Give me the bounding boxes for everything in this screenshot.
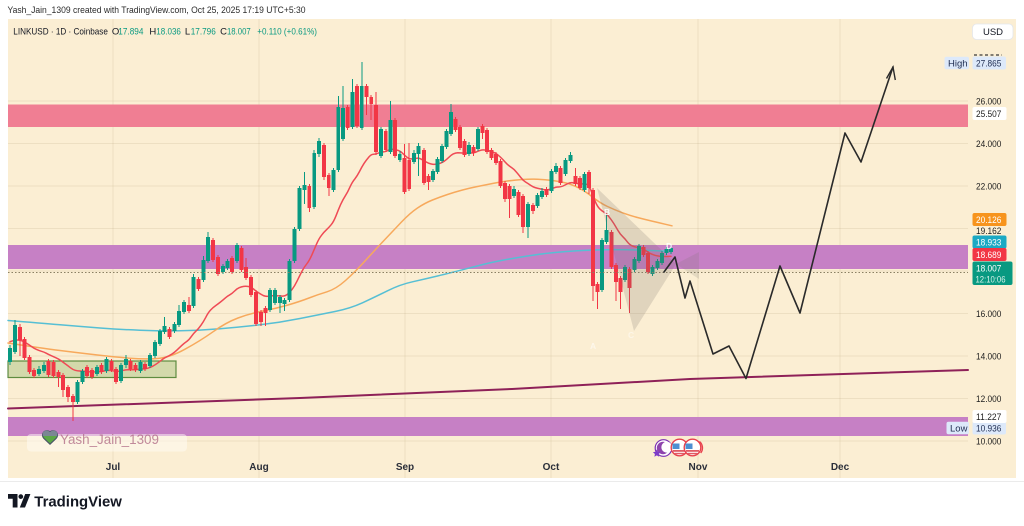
svg-text:Low: Low bbox=[950, 424, 968, 435]
svg-text:16.000: 16.000 bbox=[976, 309, 1001, 320]
svg-text:11.227: 11.227 bbox=[976, 412, 1001, 423]
svg-text:LINKUSD · 1D · Coinbase: LINKUSD · 1D · Coinbase bbox=[13, 27, 108, 38]
svg-text:Aug: Aug bbox=[249, 462, 268, 473]
svg-text:18.933: 18.933 bbox=[976, 238, 1001, 249]
svg-text:Nov: Nov bbox=[689, 462, 708, 473]
svg-text:27.865: 27.865 bbox=[976, 59, 1001, 70]
svg-text:14.000: 14.000 bbox=[976, 352, 1001, 363]
svg-text:H: H bbox=[149, 27, 156, 38]
svg-text:O: O bbox=[112, 27, 119, 38]
svg-text:USD: USD bbox=[983, 27, 1003, 38]
svg-text:+0.110 (+0.61%): +0.110 (+0.61%) bbox=[257, 27, 317, 38]
svg-text:Dec: Dec bbox=[831, 462, 850, 473]
svg-text:12.000: 12.000 bbox=[976, 394, 1001, 405]
svg-text:18.689: 18.689 bbox=[976, 250, 1001, 261]
svg-text:17.796: 17.796 bbox=[191, 27, 216, 38]
svg-text:L: L bbox=[185, 27, 190, 38]
svg-text:Oct: Oct bbox=[543, 462, 560, 473]
svg-text:C: C bbox=[628, 330, 634, 340]
svg-text:17.894: 17.894 bbox=[118, 27, 143, 38]
svg-text:24.000: 24.000 bbox=[976, 139, 1001, 150]
svg-text:A: A bbox=[590, 341, 596, 351]
svg-text:22.000: 22.000 bbox=[976, 182, 1001, 193]
svg-text:D: D bbox=[666, 241, 672, 251]
svg-text:18.007: 18.007 bbox=[976, 264, 1001, 275]
svg-text:C: C bbox=[220, 27, 227, 38]
svg-text:B: B bbox=[604, 207, 610, 217]
svg-text:High: High bbox=[948, 59, 968, 70]
svg-text:12:10:06: 12:10:06 bbox=[976, 275, 1006, 285]
svg-text:10.936: 10.936 bbox=[976, 424, 1001, 435]
svg-text:18.007: 18.007 bbox=[227, 27, 251, 38]
svg-text:20.126: 20.126 bbox=[976, 215, 1001, 226]
svg-text:10.000: 10.000 bbox=[976, 437, 1001, 448]
svg-text:Jul: Jul bbox=[106, 462, 121, 473]
svg-text:Yash_Jain_1309 created with Tr: Yash_Jain_1309 created with TradingView.… bbox=[8, 5, 306, 16]
svg-text:19.162: 19.162 bbox=[976, 226, 1001, 237]
svg-text:18.036: 18.036 bbox=[156, 27, 181, 38]
svg-text:TradingView: TradingView bbox=[34, 495, 122, 511]
svg-text:26.000: 26.000 bbox=[976, 97, 1001, 108]
svg-text:25.507: 25.507 bbox=[976, 109, 1001, 120]
svg-text:Yash_Jain_1309: Yash_Jain_1309 bbox=[60, 432, 159, 447]
svg-text:Sep: Sep bbox=[396, 462, 414, 473]
